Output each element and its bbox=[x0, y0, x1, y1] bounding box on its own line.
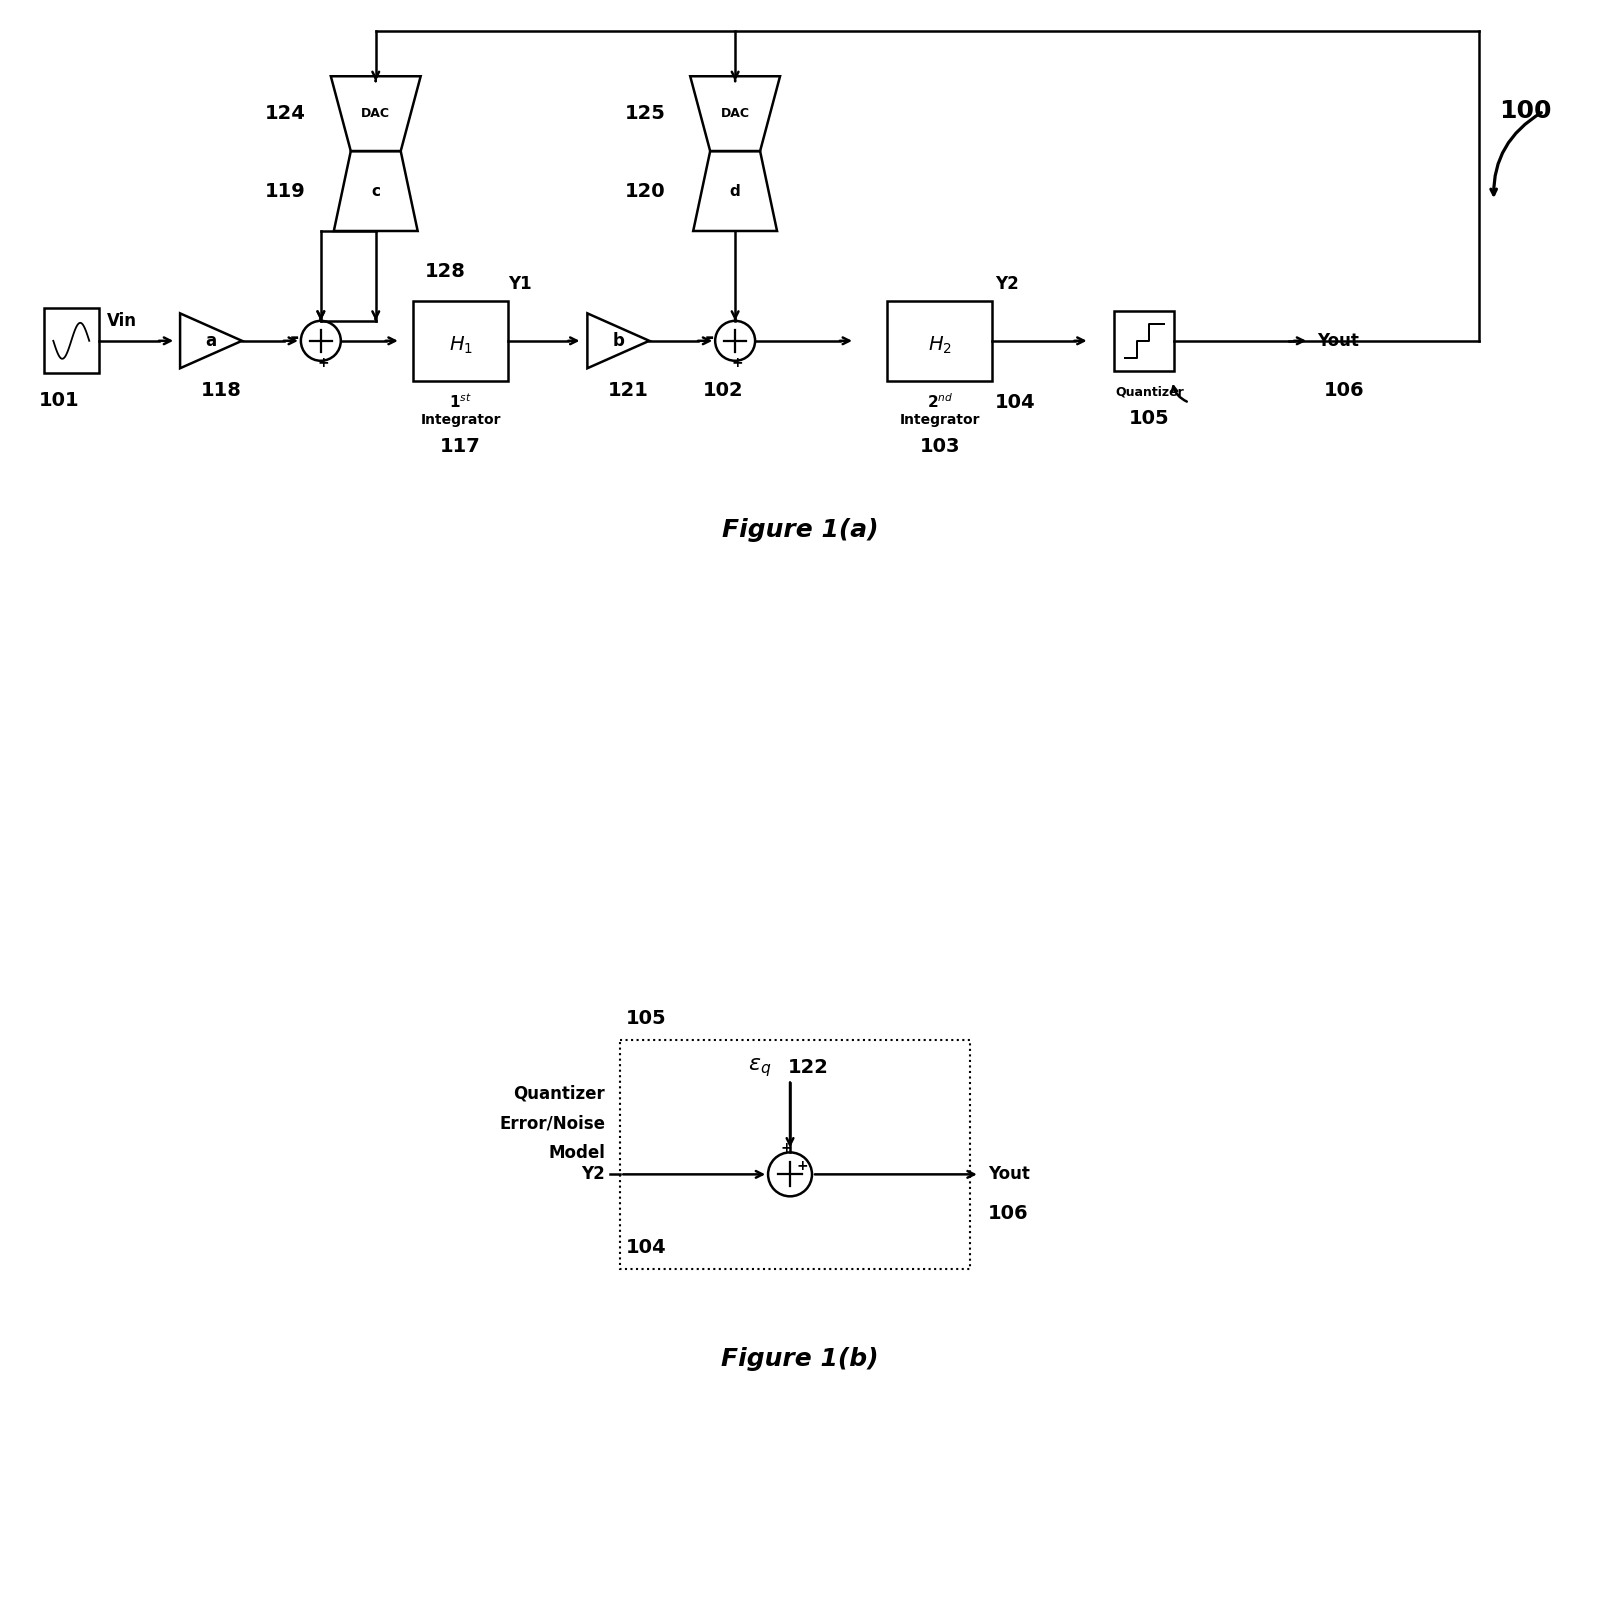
Text: $\varepsilon_q$: $\varepsilon_q$ bbox=[749, 1056, 772, 1078]
Text: 105: 105 bbox=[625, 1009, 667, 1027]
Text: +: + bbox=[796, 1159, 807, 1174]
Text: 117: 117 bbox=[440, 437, 481, 456]
Text: Vin: Vin bbox=[107, 311, 136, 330]
Bar bbox=[44, 308, 99, 374]
Text: 119: 119 bbox=[265, 182, 306, 200]
Bar bbox=[413, 301, 508, 380]
Text: Quantizer: Quantizer bbox=[513, 1085, 605, 1103]
Text: +: + bbox=[780, 1141, 791, 1156]
Text: $H_1$: $H_1$ bbox=[448, 335, 472, 356]
Text: 122: 122 bbox=[788, 1057, 828, 1077]
Bar bbox=[887, 301, 992, 380]
Text: Integrator: Integrator bbox=[421, 413, 502, 427]
Text: 120: 120 bbox=[625, 182, 665, 200]
Text: -: - bbox=[704, 327, 714, 348]
Text: DAC: DAC bbox=[361, 106, 390, 121]
Text: Figure 1(b): Figure 1(b) bbox=[722, 1348, 879, 1372]
Text: DAC: DAC bbox=[720, 106, 749, 121]
Text: Integrator: Integrator bbox=[900, 413, 981, 427]
Bar bbox=[620, 1040, 969, 1269]
Text: Y1: Y1 bbox=[508, 276, 532, 293]
Text: 124: 124 bbox=[265, 105, 306, 123]
Text: d: d bbox=[730, 184, 741, 198]
Text: 106: 106 bbox=[987, 1204, 1029, 1224]
Text: 102: 102 bbox=[702, 380, 743, 400]
Text: 105: 105 bbox=[1129, 409, 1170, 427]
Text: 121: 121 bbox=[608, 380, 649, 400]
Text: -: - bbox=[290, 327, 299, 348]
Text: 2$^{nd}$: 2$^{nd}$ bbox=[927, 393, 953, 411]
Text: 101: 101 bbox=[39, 392, 79, 409]
Text: 106: 106 bbox=[1324, 380, 1364, 400]
Bar bbox=[1115, 311, 1175, 371]
Text: 125: 125 bbox=[625, 105, 665, 123]
Text: 118: 118 bbox=[201, 380, 241, 400]
Text: 104: 104 bbox=[625, 1238, 667, 1257]
Text: Yout: Yout bbox=[1317, 332, 1359, 350]
Text: c: c bbox=[371, 184, 380, 198]
Text: Quantizer: Quantizer bbox=[1115, 385, 1184, 398]
Text: 1$^{st}$: 1$^{st}$ bbox=[450, 393, 472, 411]
Text: Y2: Y2 bbox=[581, 1165, 605, 1183]
Text: Y2: Y2 bbox=[995, 276, 1018, 293]
Text: +: + bbox=[731, 356, 743, 369]
Text: Model: Model bbox=[549, 1145, 605, 1162]
Text: Yout: Yout bbox=[987, 1165, 1029, 1183]
Text: b: b bbox=[612, 332, 625, 350]
Text: $H_2$: $H_2$ bbox=[927, 335, 951, 356]
Text: 128: 128 bbox=[426, 261, 466, 280]
Text: 103: 103 bbox=[919, 437, 959, 456]
Text: 104: 104 bbox=[995, 393, 1036, 411]
Text: Figure 1(a): Figure 1(a) bbox=[722, 519, 879, 543]
Text: Error/Noise: Error/Noise bbox=[500, 1114, 605, 1133]
Text: +: + bbox=[317, 356, 328, 369]
Text: 100: 100 bbox=[1498, 100, 1552, 123]
Text: a: a bbox=[205, 332, 217, 350]
